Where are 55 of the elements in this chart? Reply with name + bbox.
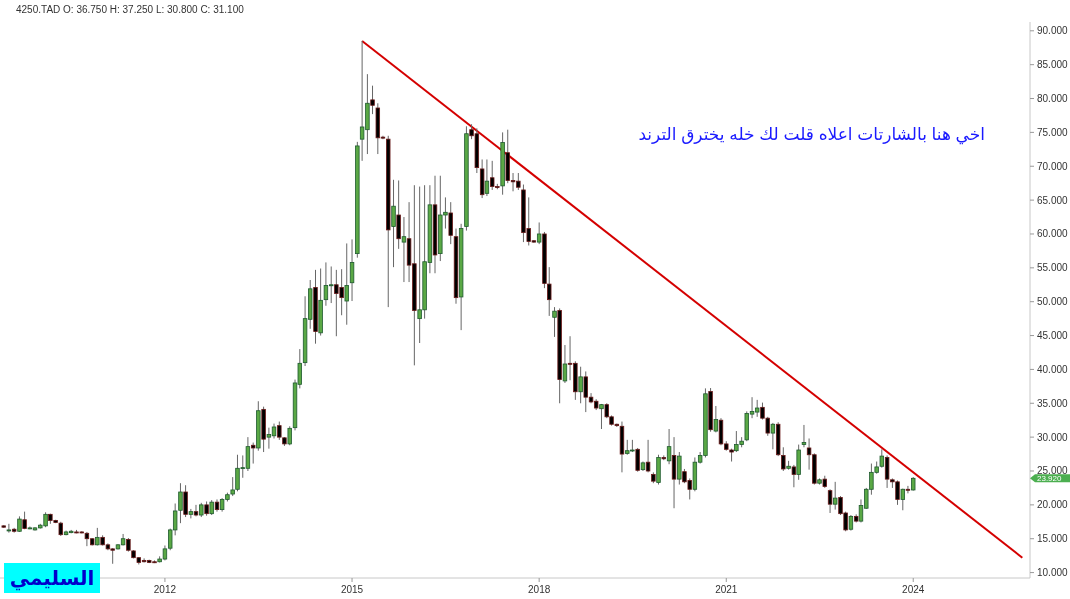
- y-tick-label: 70.000: [1037, 160, 1069, 172]
- y-tick-label: 65.000: [1037, 194, 1069, 206]
- candlestick: [396, 179, 401, 250]
- candlestick: [905, 485, 911, 494]
- candlestick: [391, 179, 396, 268]
- y-tick-label: 60.000: [1037, 228, 1069, 240]
- y-tick-label: 10.000: [1037, 567, 1069, 579]
- x-tick-label: 2024: [902, 584, 925, 595]
- candlestick: [578, 366, 583, 404]
- chart-title: 4250.TAD O: 36.750 H: 37.250 L: 30.800 C: 31.100: [16, 4, 245, 15]
- candlestick: [827, 488, 833, 514]
- y-tick-label: 30.000: [1037, 431, 1069, 443]
- candlestick: [448, 201, 453, 245]
- annotation: السليمي: [9, 567, 95, 591]
- candlestick: [770, 422, 776, 450]
- y-tick-label: 20.000: [1037, 499, 1069, 511]
- candlestick: [266, 427, 272, 450]
- candlestick: [677, 451, 682, 486]
- candlestick: [791, 464, 797, 488]
- x-tick-label: 2012: [153, 584, 177, 595]
- candlestick: [801, 424, 807, 448]
- y-tick-label: 90.000: [1037, 25, 1069, 37]
- candlestick: [645, 439, 651, 473]
- candlestick: [188, 508, 194, 519]
- y-tick-label: 15.000: [1037, 533, 1069, 545]
- candlestick: [536, 221, 542, 245]
- candlestick: [635, 447, 640, 473]
- candlestick: [6, 523, 12, 534]
- candlestick: [562, 344, 568, 384]
- candlestick: [552, 306, 557, 338]
- y-tick-label: 35.000: [1037, 397, 1069, 409]
- candlestick: [344, 242, 349, 326]
- x-tick-label: 2018: [528, 584, 551, 595]
- candlestick: [349, 238, 355, 302]
- y-tick-label: 75.000: [1037, 126, 1069, 138]
- y-tick-label: 45.000: [1037, 330, 1069, 342]
- y-tick-label: 85.000: [1037, 59, 1069, 71]
- candlestick: [401, 216, 407, 283]
- y-tick-label: 55.000: [1037, 262, 1069, 274]
- y-tick-label: 80.000: [1037, 93, 1069, 105]
- candlestick: [671, 436, 677, 509]
- candlestick: [833, 481, 838, 511]
- candlestick: [713, 405, 719, 433]
- candlestick: [599, 403, 604, 430]
- candlestick: [250, 442, 256, 465]
- candlestick: [484, 158, 490, 197]
- y-tick-label: 40.000: [1037, 363, 1069, 375]
- candlestick: [193, 504, 199, 517]
- y-tick-label: 50.000: [1037, 296, 1069, 308]
- candlestick: [183, 484, 188, 518]
- annotation: اخي هنا بالشارتات اعلاه قلت لك خله يخترق الترند: [638, 125, 985, 145]
- candlestick: [781, 446, 786, 472]
- candlestick: [370, 85, 375, 115]
- x-tick-label: 2021: [715, 584, 738, 595]
- x-tick-label: 2015: [340, 584, 364, 595]
